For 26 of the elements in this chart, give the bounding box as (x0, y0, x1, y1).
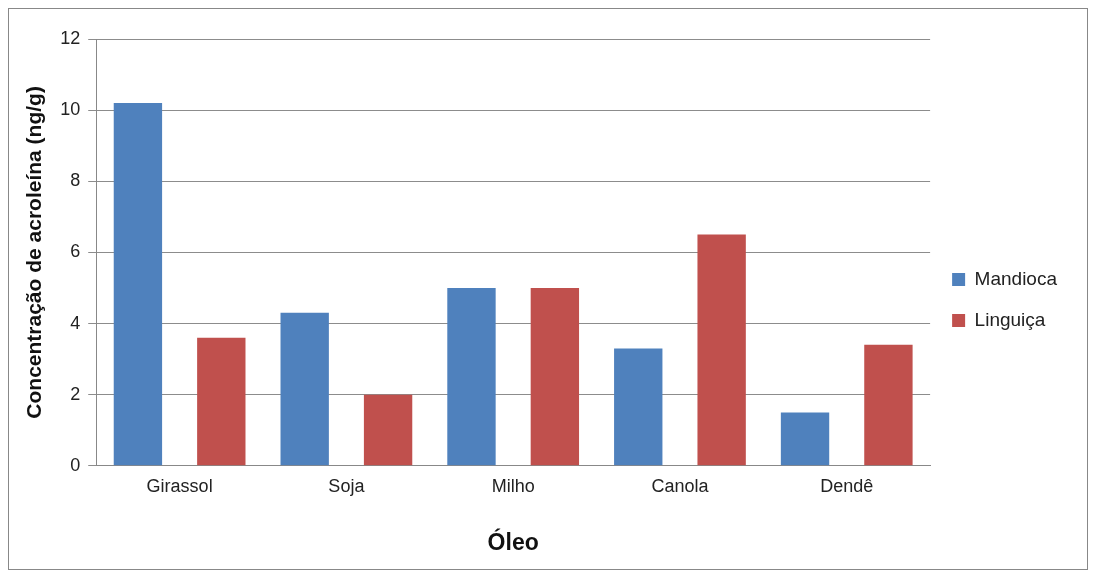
y-tick-label: 0 (70, 454, 81, 475)
y-tick-label: 4 (70, 312, 81, 333)
y-tick-label: 6 (70, 241, 81, 262)
x-tick-label: Canola (651, 475, 710, 496)
y-axis-title: Concentração de acroleína (ng/g) (22, 86, 46, 419)
y-tick-label: 2 (70, 383, 81, 404)
bar (614, 348, 663, 466)
y-tick-label: 12 (60, 27, 81, 48)
bar (780, 412, 830, 466)
bar (697, 234, 746, 466)
bar (447, 287, 496, 466)
bar (280, 312, 329, 466)
x-tick-label: Dendê (820, 475, 874, 496)
y-tick-label: 8 (70, 170, 81, 191)
legend-label: Linguiça (974, 308, 1046, 330)
x-tick-label: Girassol (146, 475, 213, 496)
x-tick-label: Soja (328, 475, 366, 496)
bar (113, 103, 163, 466)
x-axis-title: Óleo (487, 527, 539, 555)
y-tick-label: 10 (60, 99, 81, 120)
x-tick-label: Milho (491, 475, 535, 496)
bar (530, 287, 580, 466)
bar (864, 344, 913, 466)
bar (363, 394, 413, 466)
legend-label: Mandioca (974, 267, 1058, 289)
bar (197, 337, 246, 466)
